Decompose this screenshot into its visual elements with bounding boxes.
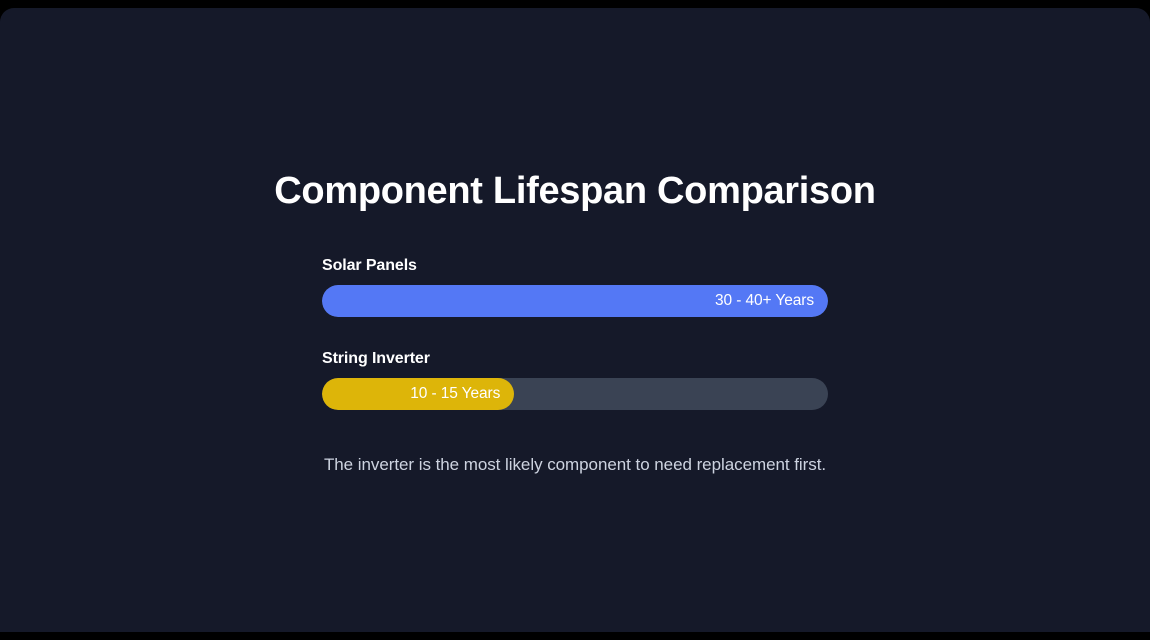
bar-value-string-inverter: 10 - 15 Years	[410, 385, 501, 402]
bar-label-solar-panels: Solar Panels	[322, 257, 417, 274]
bar-value-solar-panels: 30 - 40+ Years	[714, 292, 814, 309]
bar-track-string-inverter: 10 - 15 Years	[322, 378, 828, 410]
bar-group-string-inverter: String Inverter 10 - 15 Years	[322, 349, 828, 410]
lifespan-bar-chart: Solar Panels 30 - 40+ Years String Inver…	[322, 256, 828, 410]
bar-group-solar-panels: Solar Panels 30 - 40+ Years	[322, 256, 828, 317]
bar-fill-string-inverter: 10 - 15 Years	[322, 378, 515, 410]
slide-stage: Component Lifespan Comparison Solar Pane…	[0, 8, 1150, 632]
bar-track-solar-panels: 30 - 40+ Years	[322, 285, 828, 317]
page-title: Component Lifespan Comparison	[274, 170, 876, 212]
chart-caption: The inverter is the most likely componen…	[323, 455, 827, 474]
bar-fill-solar-panels: 30 - 40+ Years	[322, 285, 828, 317]
slide-content: Component Lifespan Comparison Solar Pane…	[0, 8, 1150, 632]
bar-label-string-inverter: String Inverter	[322, 350, 430, 367]
